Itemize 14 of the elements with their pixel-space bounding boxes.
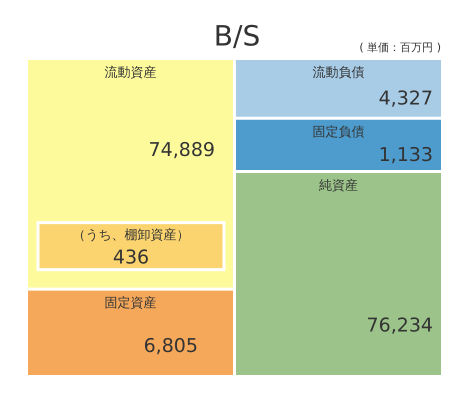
data-label: 4,327 xyxy=(378,88,433,110)
data-label: 1,133 xyxy=(378,144,433,166)
category-label: 純資産 xyxy=(319,177,358,194)
category-label: 流動負債 xyxy=(312,64,364,80)
data-label: 74,889 xyxy=(148,139,215,162)
category-label: 固定資産 xyxy=(104,295,156,312)
category-label: 流動資産 xyxy=(104,64,156,80)
data-label: 76,234 xyxy=(366,314,433,336)
category-label: （うち、棚卸資産） xyxy=(72,227,190,244)
text: B/S xyxy=(214,19,260,52)
text: ( 単価：百万円 ) xyxy=(359,40,441,54)
category-label: 固定負債 xyxy=(312,125,364,140)
data-label: 6,805 xyxy=(144,335,198,358)
data-label: 436 xyxy=(112,246,150,269)
